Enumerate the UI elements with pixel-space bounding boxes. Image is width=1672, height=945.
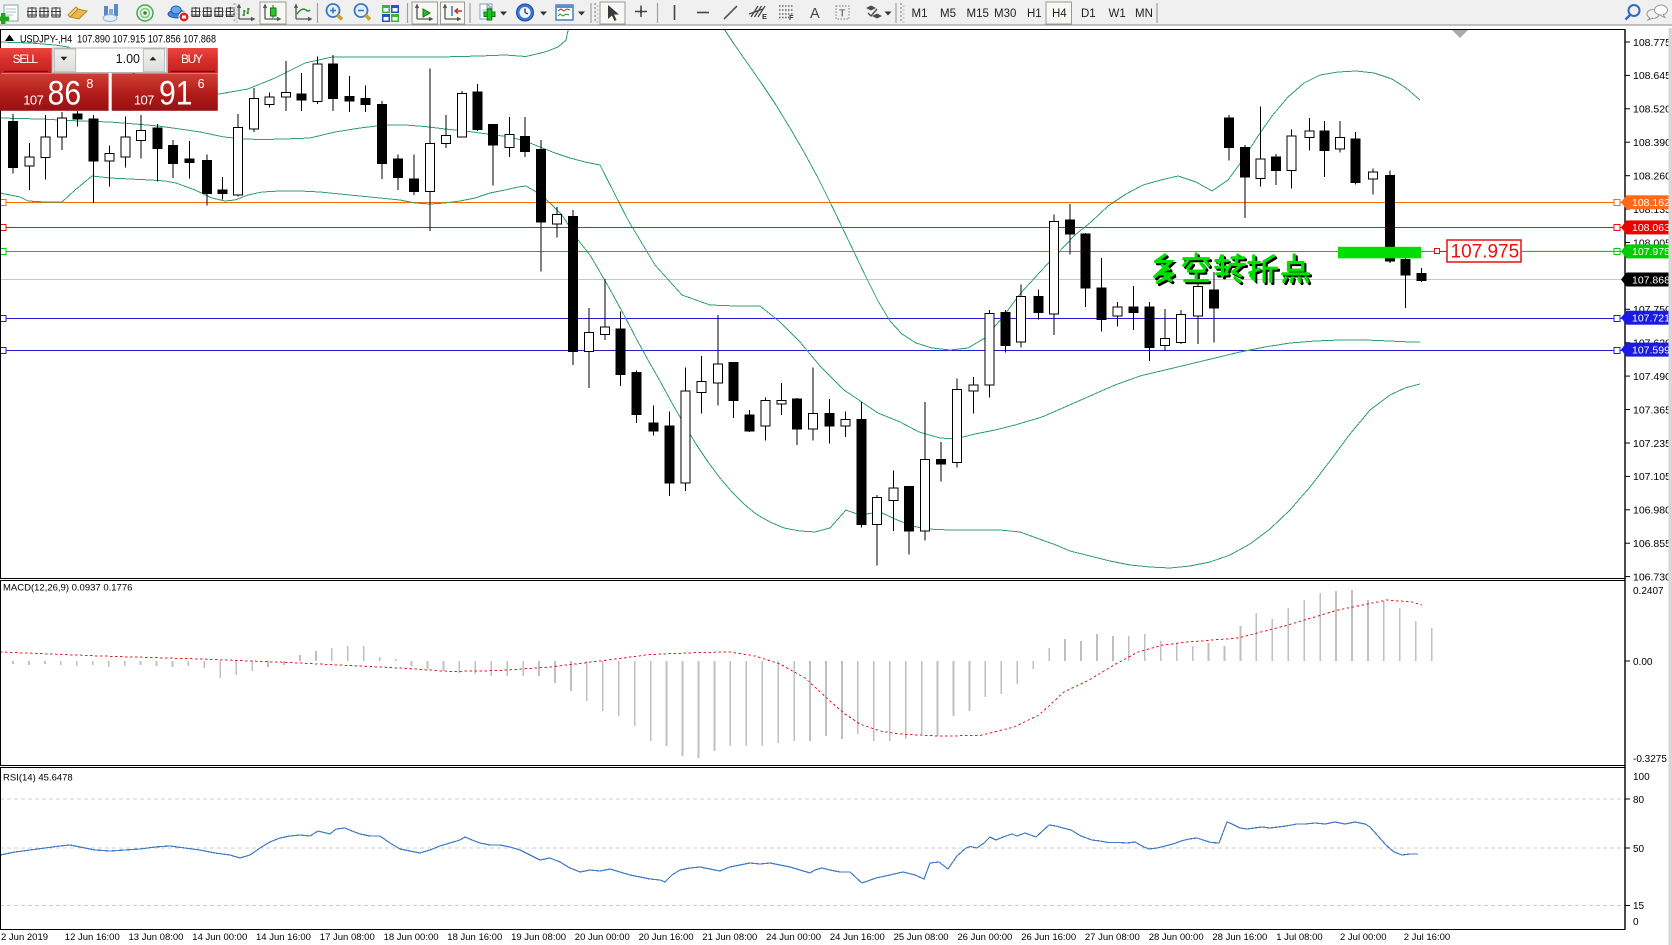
- svg-text:106.855: 106.855: [1633, 538, 1671, 550]
- svg-text:0.00: 0.00: [1633, 657, 1653, 668]
- svg-text:106.730: 106.730: [1633, 571, 1671, 583]
- svg-text:28 Jun 16:00: 28 Jun 16:00: [1212, 932, 1267, 943]
- svg-text:14 Jun 00:00: 14 Jun 00:00: [192, 932, 247, 943]
- svg-text:107.599: 107.599: [1632, 344, 1670, 356]
- svg-text:RSI(14) 45.6478: RSI(14) 45.6478: [3, 773, 73, 784]
- svg-text:108.063: 108.063: [1632, 222, 1670, 234]
- svg-text:26 Jun 00:00: 26 Jun 00:00: [957, 932, 1012, 943]
- svg-text:21 Jun 08:00: 21 Jun 08:00: [702, 932, 757, 943]
- svg-text:D1: D1: [1081, 8, 1096, 20]
- svg-text:26 Jun 16:00: 26 Jun 16:00: [1021, 932, 1076, 943]
- svg-text:107.975: 107.975: [1451, 242, 1520, 263]
- svg-text:M5: M5: [940, 8, 956, 20]
- svg-text:107.721: 107.721: [1632, 313, 1670, 325]
- svg-text:80: 80: [1633, 795, 1645, 806]
- svg-text:14 Jun 16:00: 14 Jun 16:00: [256, 932, 311, 943]
- svg-text:86: 86: [48, 74, 82, 112]
- svg-text:19 Jun 08:00: 19 Jun 08:00: [511, 932, 566, 943]
- svg-text:18 Jun 16:00: 18 Jun 16:00: [447, 932, 502, 943]
- svg-text:100: 100: [1633, 772, 1650, 783]
- svg-text:25 Jun 08:00: 25 Jun 08:00: [894, 932, 949, 943]
- svg-text:A: A: [810, 6, 820, 22]
- svg-text:24 Jun 00:00: 24 Jun 00:00: [766, 932, 821, 943]
- svg-text:12 Jun 16:00: 12 Jun 16:00: [65, 932, 120, 943]
- svg-text:107: 107: [134, 92, 155, 107]
- svg-text:H4: H4: [1052, 8, 1067, 20]
- svg-text:SELL: SELL: [13, 52, 39, 66]
- svg-text:8: 8: [86, 77, 93, 91]
- svg-text:27 Jun 08:00: 27 Jun 08:00: [1085, 932, 1140, 943]
- svg-text:107: 107: [23, 92, 44, 107]
- svg-text:91: 91: [159, 74, 193, 112]
- svg-text:MN: MN: [1135, 8, 1153, 20]
- svg-text:-0.3275: -0.3275: [1633, 754, 1667, 765]
- svg-text:15: 15: [1633, 901, 1645, 912]
- svg-text:0.2407: 0.2407: [1633, 586, 1664, 597]
- svg-text:107.490: 107.490: [1633, 371, 1671, 383]
- svg-text:107.975: 107.975: [1632, 246, 1670, 258]
- svg-text:USDJPY-,H4 107.890 107.915 10: USDJPY-,H4 107.890 107.915 107.856 107.8…: [20, 34, 216, 46]
- svg-text:18 Jun 00:00: 18 Jun 00:00: [384, 932, 439, 943]
- svg-text:107.105: 107.105: [1633, 471, 1671, 483]
- svg-text:108.162: 108.162: [1632, 197, 1670, 209]
- svg-text:M1: M1: [912, 8, 928, 20]
- svg-text:28 Jun 00:00: 28 Jun 00:00: [1149, 932, 1204, 943]
- svg-text:108.260: 108.260: [1633, 171, 1671, 183]
- svg-text:108.390: 108.390: [1633, 137, 1671, 149]
- svg-text:20 Jun 16:00: 20 Jun 16:00: [639, 932, 694, 943]
- svg-text:20 Jun 00:00: 20 Jun 00:00: [575, 932, 630, 943]
- svg-text:M30: M30: [994, 8, 1016, 20]
- svg-text:W1: W1: [1109, 8, 1126, 20]
- svg-text:T: T: [839, 8, 846, 20]
- svg-text:50: 50: [1633, 844, 1645, 855]
- svg-text:108.775: 108.775: [1633, 37, 1671, 49]
- svg-text:BUY: BUY: [181, 52, 203, 66]
- svg-text:0: 0: [1633, 917, 1639, 928]
- svg-text:6: 6: [198, 77, 205, 91]
- svg-text:107.868: 107.868: [1632, 274, 1670, 286]
- svg-text:24 Jun 16:00: 24 Jun 16:00: [830, 932, 885, 943]
- svg-text:108.645: 108.645: [1633, 70, 1671, 82]
- svg-text:2 Jun 2019: 2 Jun 2019: [1, 932, 48, 943]
- svg-text:106.980: 106.980: [1633, 505, 1671, 517]
- svg-text:F: F: [789, 13, 794, 22]
- svg-text:13 Jun 08:00: 13 Jun 08:00: [129, 932, 184, 943]
- svg-text:2 Jul 00:00: 2 Jul 00:00: [1340, 932, 1386, 943]
- svg-text:107.365: 107.365: [1633, 404, 1671, 416]
- svg-text:107.235: 107.235: [1633, 438, 1671, 450]
- svg-text:M15: M15: [967, 8, 989, 20]
- svg-text:2 Jul 16:00: 2 Jul 16:00: [1404, 932, 1450, 943]
- svg-text:MACD(12,26,9) 0.0937 0.1776: MACD(12,26,9) 0.0937 0.1776: [3, 583, 132, 594]
- svg-text:17 Jun 08:00: 17 Jun 08:00: [320, 932, 375, 943]
- svg-text:1 Jul 08:00: 1 Jul 08:00: [1276, 932, 1322, 943]
- svg-text:H1: H1: [1027, 8, 1042, 20]
- svg-text:E: E: [762, 12, 767, 21]
- svg-text:108.520: 108.520: [1633, 104, 1671, 116]
- svg-text:1.00: 1.00: [116, 52, 140, 66]
